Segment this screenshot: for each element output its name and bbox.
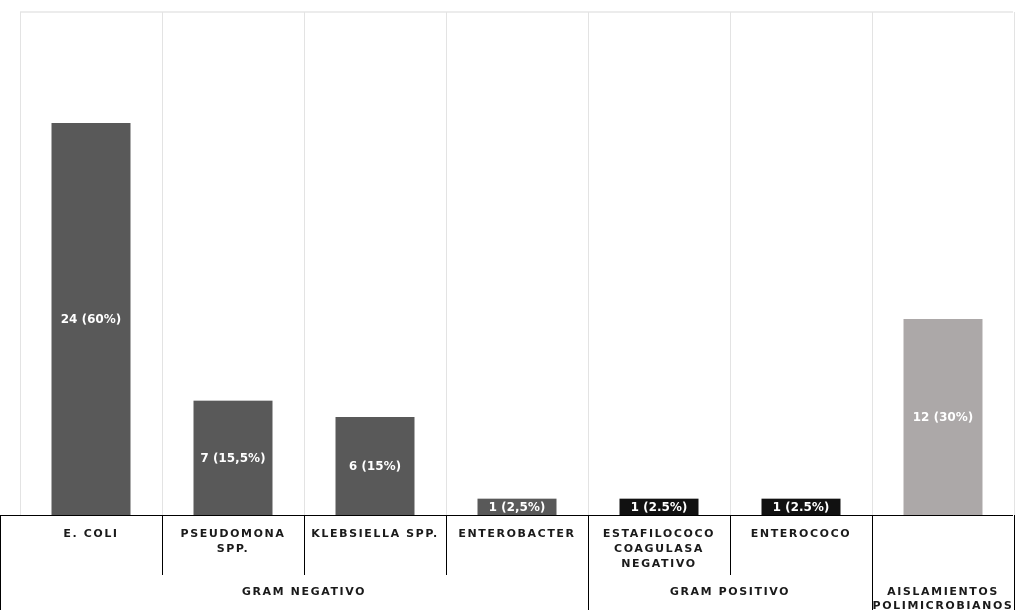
bar-data-label: 7 (15,5%) [200, 451, 265, 465]
bar [193, 400, 273, 515]
category-label: ENTEROBACTER [458, 527, 575, 540]
category-label: COAGULASA [614, 542, 704, 555]
group-label: POLIMICROBIANOS [873, 599, 1014, 610]
bar [51, 123, 131, 515]
bar-data-label: 1 (2,5%) [489, 500, 546, 514]
group-label: AISLAMIENTOS [887, 585, 999, 598]
category-label: E. COLI [63, 527, 118, 540]
group-label: GRAM NEGATIVO [242, 585, 366, 598]
group-label: GRAM POSITIVO [670, 585, 790, 598]
category-label: KLEBSIELLA SPP. [311, 527, 439, 540]
bar [761, 498, 841, 515]
bar-data-label: 12 (30%) [913, 410, 974, 424]
bars [51, 123, 983, 515]
category-label: ESTAFILOCOCO [603, 527, 715, 540]
bar-data-label: 1 (2.5%) [773, 500, 830, 514]
bar-data-label: 6 (15%) [349, 459, 401, 473]
bar [903, 319, 983, 515]
grid-lines [20, 11, 1015, 515]
bar [335, 417, 415, 515]
bar [619, 498, 699, 515]
labels: 24 (60%) 7 (15,5%) 6 (15%) 1 (2,5%) 1 (2.5%)… [61, 312, 1014, 610]
bar-data-label: 24 (60%) [61, 312, 122, 326]
category-label: PSEUDOMONA [181, 527, 286, 540]
bar-data-label: 1 (2.5%) [631, 500, 688, 514]
category-label: NEGATIVO [621, 557, 696, 570]
category-label: ENTEROCOCO [751, 527, 851, 540]
category-label: SPP. [217, 542, 250, 555]
bar [477, 498, 557, 515]
